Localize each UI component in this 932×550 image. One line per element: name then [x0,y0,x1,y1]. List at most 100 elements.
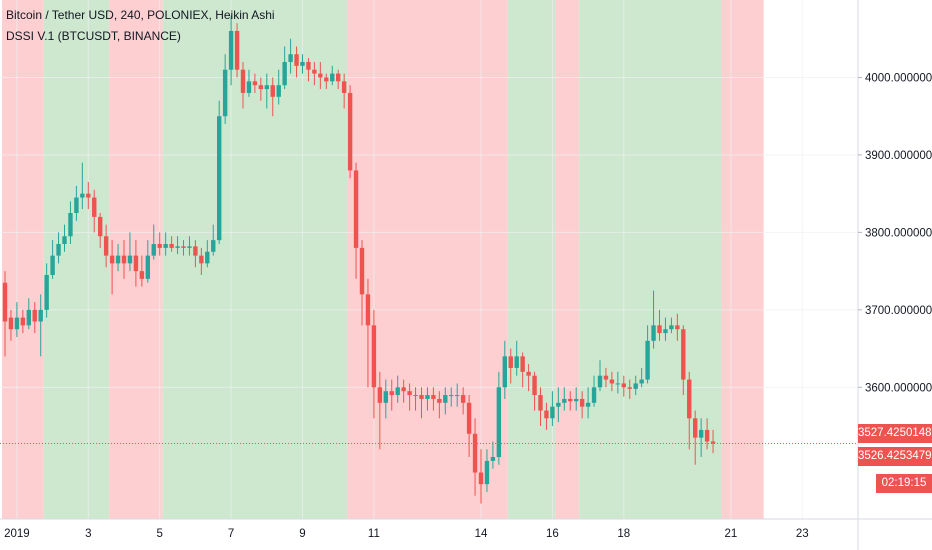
candle[interactable] [80,193,85,198]
candle[interactable] [568,398,573,402]
candle[interactable] [496,387,502,458]
candle[interactable] [574,398,579,402]
candle[interactable] [175,246,180,248]
candle[interactable] [264,85,269,90]
candle[interactable] [169,244,174,248]
candle[interactable] [2,282,8,322]
candle[interactable] [222,69,228,117]
candle[interactable] [288,54,293,62]
candle[interactable] [145,255,150,279]
candle[interactable] [401,387,406,392]
candle[interactable] [526,371,531,376]
candle[interactable] [353,170,359,248]
candle[interactable] [395,387,400,396]
candle[interactable] [240,69,246,93]
candle[interactable] [460,395,466,403]
candle[interactable] [187,246,192,248]
candle[interactable] [383,391,388,403]
candle[interactable] [437,398,442,403]
candle[interactable] [121,255,127,264]
candle[interactable] [20,317,26,326]
candle[interactable] [585,402,591,407]
candle[interactable] [205,251,210,264]
candle[interactable] [651,325,656,341]
candle[interactable] [234,30,240,70]
candle[interactable] [347,92,353,171]
candle[interactable] [74,197,79,214]
candle[interactable] [109,255,115,264]
candle[interactable] [8,317,14,330]
candle[interactable] [163,244,168,248]
candle[interactable] [419,395,424,399]
candle[interactable] [26,309,31,326]
candle[interactable] [282,61,287,86]
candle[interactable] [657,325,662,334]
candle[interactable] [591,387,597,403]
candle[interactable] [252,81,258,86]
candle[interactable] [698,429,704,438]
candle[interactable] [151,244,156,256]
candle[interactable] [472,433,478,473]
candle[interactable] [14,317,20,330]
candle[interactable] [502,356,507,388]
candle[interactable] [139,271,145,279]
candle[interactable] [127,255,133,264]
candle[interactable] [62,236,67,245]
candle[interactable] [157,244,162,248]
candle[interactable] [199,255,204,264]
candle[interactable] [103,236,109,256]
candle[interactable] [562,398,567,403]
candle[interactable] [431,395,436,399]
candle[interactable] [312,69,317,74]
candle[interactable] [181,246,186,248]
candle[interactable] [246,81,252,93]
candle[interactable] [645,340,650,380]
candle[interactable] [538,395,543,411]
candle[interactable] [211,240,216,252]
candle[interactable] [675,325,680,330]
candle[interactable] [627,387,632,389]
candle[interactable] [32,309,37,322]
candle[interactable] [193,246,198,256]
candle[interactable] [336,73,341,82]
candle[interactable] [115,255,121,264]
candle[interactable] [490,457,496,461]
candle[interactable] [579,398,585,407]
candle[interactable] [324,77,329,82]
candle[interactable] [478,472,484,485]
candle[interactable] [44,274,49,310]
candle[interactable] [228,30,234,70]
candle[interactable] [484,460,490,485]
candle[interactable] [681,329,686,380]
candle[interactable] [413,395,418,397]
candle[interactable] [550,406,555,419]
candle[interactable] [466,402,472,434]
candle[interactable] [217,116,222,241]
candle[interactable] [621,383,626,388]
candle[interactable] [330,73,335,82]
candle[interactable] [270,85,275,97]
candle[interactable] [300,61,305,66]
candle[interactable] [407,391,412,396]
candle[interactable] [556,402,561,407]
candle[interactable] [544,410,549,419]
candle[interactable] [341,81,347,93]
candle[interactable] [514,356,519,368]
candle[interactable] [56,244,61,256]
candle[interactable] [425,395,430,399]
candle[interactable] [443,395,448,403]
candle[interactable] [633,383,638,389]
candle[interactable] [663,329,668,334]
candle[interactable] [365,294,371,326]
candle[interactable] [609,379,615,384]
candle[interactable] [597,375,603,388]
candle[interactable] [669,325,674,330]
candle[interactable] [377,387,383,403]
candle[interactable] [258,85,264,90]
candle[interactable] [639,379,644,384]
candle[interactable] [38,309,43,322]
candle[interactable] [508,356,513,368]
candle[interactable] [86,193,91,198]
candle[interactable] [276,85,281,97]
